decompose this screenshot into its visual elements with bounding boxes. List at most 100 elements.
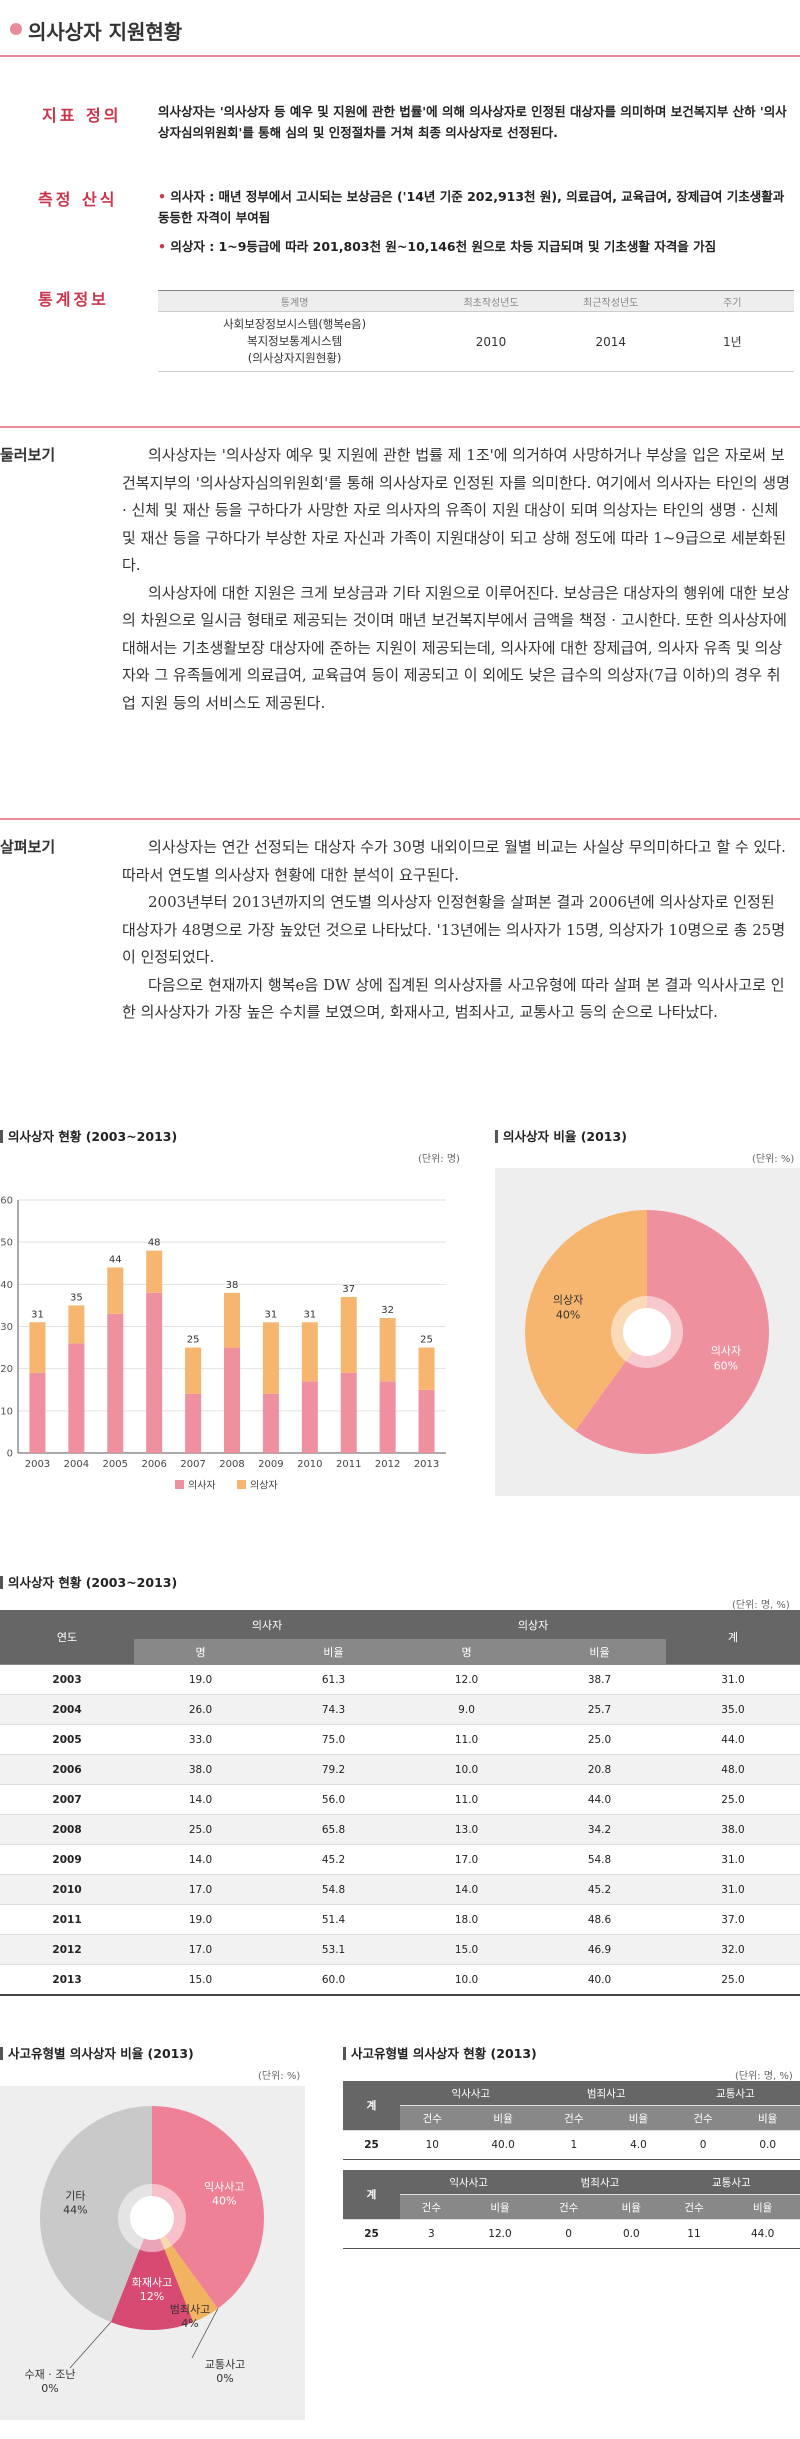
main-table: 연도 의사자 의상자 계 명 비율 명 비율 2003 19.0 61.3 12.0 3… [0,1610,800,1996]
accident-table: 계 익사사고 범죄사고 교통사고 건수 비율 건수 비율 건수 비율 25 3 12.0 0 0.0 11 44… [343,2170,800,2249]
col-sub: 비율 [462,2194,538,2220]
table-cell: 12.0 [462,2219,538,2249]
bar-total-label: 25 [420,1335,433,1346]
table-cell: 38.0 [134,1754,268,1785]
bar-total-label: 31 [265,1309,278,1320]
bar-total-label: 37 [342,1284,355,1295]
review-body: 의사상자는 연간 선정되는 대상자 수가 30명 내외이므로 월별 비교는 사실… [122,834,792,1027]
bar-injured [224,1292,240,1348]
bar-total-label: 32 [381,1305,394,1316]
row-year: 2011 [0,1904,135,1935]
table-cell: 20.8 [533,1754,666,1785]
review-paragraph: 2003년부터 2013년까지의 연도별 의사상자 인정현황을 살펴본 결과 2… [122,893,786,966]
measurement-item: • 의상자 : 1~9등급에 따라 201,803천 원~10,146천 원으로… [158,239,717,254]
main-table-title: 의사상자 현황 (2003~2013) [0,1572,177,1591]
y-tick-label: 0 [7,1449,13,1460]
stat-info-label: 통계정보 [38,290,109,309]
review-heading: 살펴보기 [0,838,56,856]
stat-col-cycle: 주기 [670,290,794,312]
x-tick-label: 2007 [180,1459,205,1470]
x-tick-label: 2011 [336,1459,361,1470]
table-cell: 17.0 [400,1844,534,1875]
row-total: 25 [343,2130,400,2160]
bar-injured [68,1305,85,1344]
table-row: 2008 25.0 65.8 13.0 34.2 38.0 [0,1814,800,1845]
col-deceased: 의사자 [134,1610,401,1640]
stat-col-first: 최초작성년도 [431,290,551,312]
pie-slice-label: 범죄사고 [170,2303,210,2316]
table-cell: 10.0 [400,1964,534,1996]
table-cell: 4.0 [606,2130,671,2160]
legend-swatch [237,1480,246,1489]
overview-heading: 둘러보기 [0,446,56,464]
bar-total-label: 35 [70,1292,83,1303]
pie-chart-2-title: 사고유형별 의사상자 비율 (2013) [0,2043,194,2062]
table-cell: 25.0 [134,1814,268,1845]
page-title: 의사상자 지원현황 [28,20,183,44]
pie-slice-value: 0% [41,2382,58,2395]
bar-injured [379,1318,396,1382]
table-cell: 38.7 [533,1664,666,1695]
table-row: 25 10 40.0 1 4.0 0 0.0 [343,2130,800,2160]
table-cell: 40.0 [533,1964,666,1996]
x-tick-label: 2013 [414,1459,439,1470]
table-cell: 3 [400,2219,463,2249]
table-cell: 11 [662,2219,726,2249]
title-marker-icon [343,2047,346,2060]
table-cell: 48.0 [666,1754,800,1785]
table-cell: 0 [537,2219,600,2249]
pie-slice [152,2106,265,2309]
pie-slice-value: 4% [181,2317,198,2330]
pie-slice [110,2218,194,2330]
col-sub: 건수 [537,2194,600,2220]
table-row: 25 3 12.0 0 0.0 11 44.0 [343,2219,800,2249]
table-cell: 25.0 [666,1784,800,1815]
y-tick-label: 20 [0,1364,13,1375]
row-year: 2009 [0,1844,135,1875]
y-tick-label: 50 [0,1238,13,1249]
table-cell: 31.0 [666,1664,800,1695]
bar-injured [29,1322,46,1373]
pie-hole [130,2196,174,2240]
table-cell: 54.8 [267,1874,401,1905]
table-cell: 17.0 [134,1934,268,1965]
legend-label: 의사자 [188,1480,216,1492]
table-cell: 31.0 [666,1874,800,1905]
x-tick-label: 2010 [297,1459,322,1470]
title-marker-icon [0,2047,3,2060]
table-cell: 19.0 [134,1904,268,1935]
bar-total-label: 31 [303,1309,316,1320]
pie-slice-value: 60% [714,1360,738,1373]
bar-injured [146,1250,163,1293]
bar-total-label: 31 [31,1309,44,1320]
pie-chart-1-unit: (단위: %) [752,1154,795,1165]
pie-slice-label: 의사자 [711,1345,741,1358]
table-row: 2013 15.0 60.0 10.0 40.0 25.0 [0,1964,800,1996]
bar-injured [340,1296,357,1373]
pie-slice-label: 의상자 [553,1293,583,1306]
col-accident-type: 범죄사고 [541,2081,671,2106]
col-sub: 건수 [400,2194,463,2220]
title-divider [0,55,800,57]
bar-total-label: 25 [187,1335,200,1346]
table-cell: 0.0 [735,2130,800,2160]
row-total: 25 [343,2219,400,2249]
table-cell: 37.0 [666,1904,800,1935]
row-year: 2004 [0,1694,135,1725]
x-tick-label: 2006 [141,1459,166,1470]
table-row: 2006 38.0 79.2 10.0 20.8 48.0 [0,1754,800,1785]
pie-slice-label: 기타 [65,2189,85,2202]
table-cell: 51.4 [267,1904,401,1935]
col-sub: 비율 [725,2194,800,2220]
stat-info-table: 통계명 최초작성년도 최근작성년도 주기 사회보장정보시스템(행복e음) 복지정… [158,290,794,372]
bar-chart-unit: (단위: 명) [418,1154,460,1165]
table-row: 2004 26.0 74.3 9.0 25.7 35.0 [0,1694,800,1725]
row-year: 2005 [0,1724,135,1755]
table-cell: 46.9 [533,1934,666,1965]
pie-slice-value: 40% [556,1308,580,1321]
col-sub: 비율 [735,2105,800,2131]
col-sub: 건수 [670,2105,736,2131]
bar-injured [107,1267,124,1314]
table-cell: 74.3 [267,1694,401,1725]
table-cell: 11.0 [400,1784,534,1815]
